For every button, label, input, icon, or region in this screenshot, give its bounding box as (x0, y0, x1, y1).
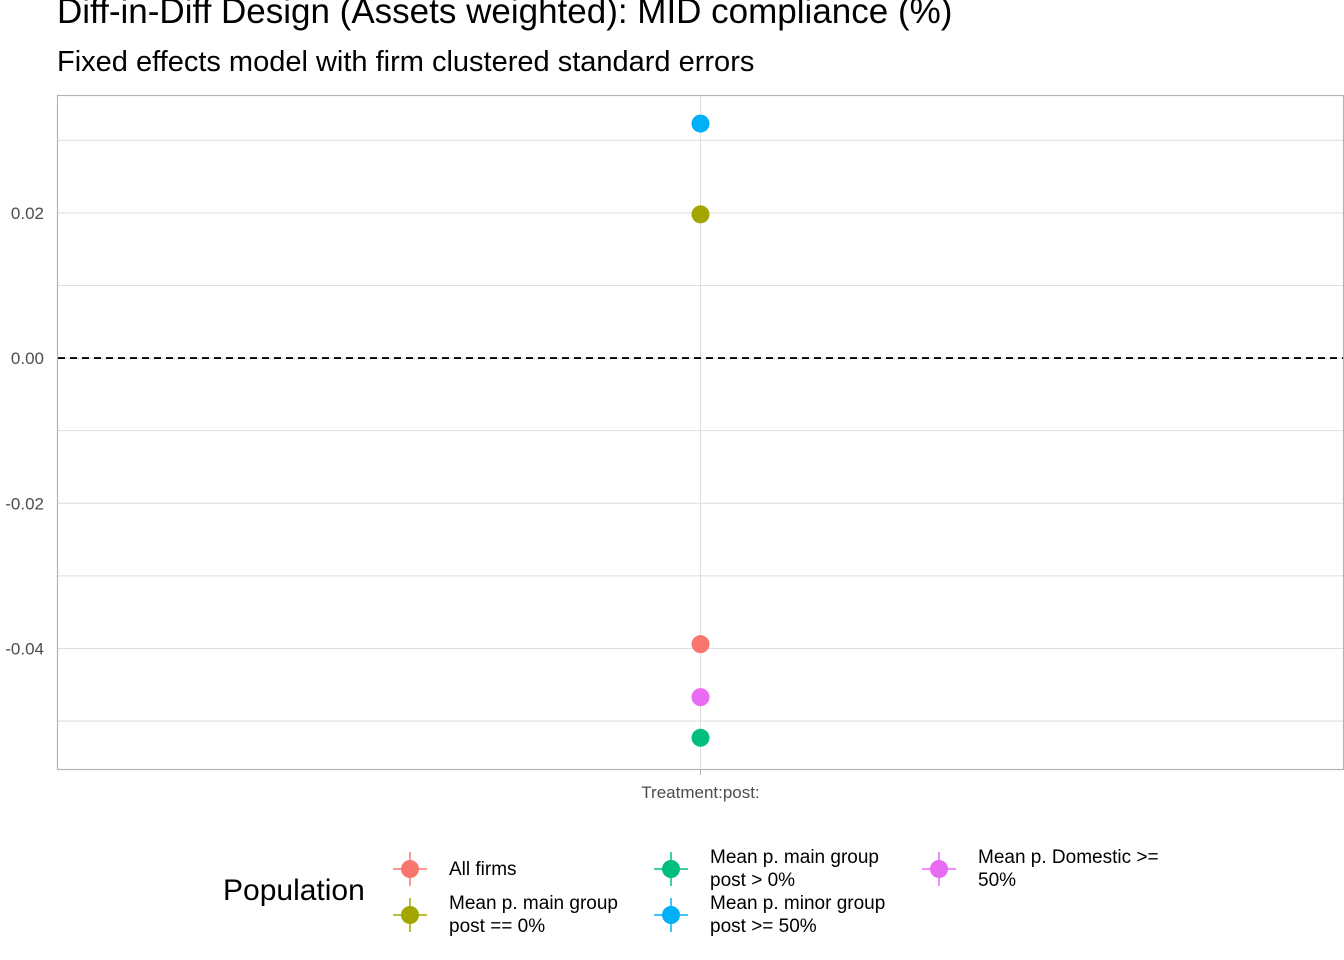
legend-label-2: Mean p. main group post > 0% (710, 847, 879, 891)
legend-label-1: Mean p. main group post == 0% (449, 893, 618, 937)
y-tick-label: -0.04 (5, 639, 44, 658)
y-tick-label: 0.02 (11, 204, 44, 223)
data-point-series-2 (691, 728, 710, 747)
data-point-series-0 (691, 635, 710, 654)
data-point-series-1 (691, 205, 710, 224)
y-tick-label: 0.00 (11, 349, 44, 368)
y-tick-label: -0.02 (5, 494, 44, 513)
y-axis-ticks: 0.02 0.00 -0.02 -0.04 (5, 204, 44, 659)
x-tick-label: Treatment:post: (641, 783, 759, 802)
x-axis-ticks: Treatment:post: (641, 769, 760, 802)
data-points (691, 114, 710, 747)
legend-title: Population (223, 874, 365, 907)
legend-label-4: Mean p. Domestic >= 50% (978, 847, 1159, 891)
data-point-series-4 (691, 688, 710, 707)
legend-label-3: Mean p. minor group post >= 50% (710, 893, 886, 937)
chart-subtitle: Fixed effects model with firm clustered … (57, 46, 755, 78)
data-point-series-3 (691, 114, 710, 133)
legend-label-0: All firms (449, 858, 517, 880)
grid-lines (58, 96, 1343, 769)
chart-title: Diff-in-Diff Design (Assets weighted): M… (57, 0, 953, 31)
